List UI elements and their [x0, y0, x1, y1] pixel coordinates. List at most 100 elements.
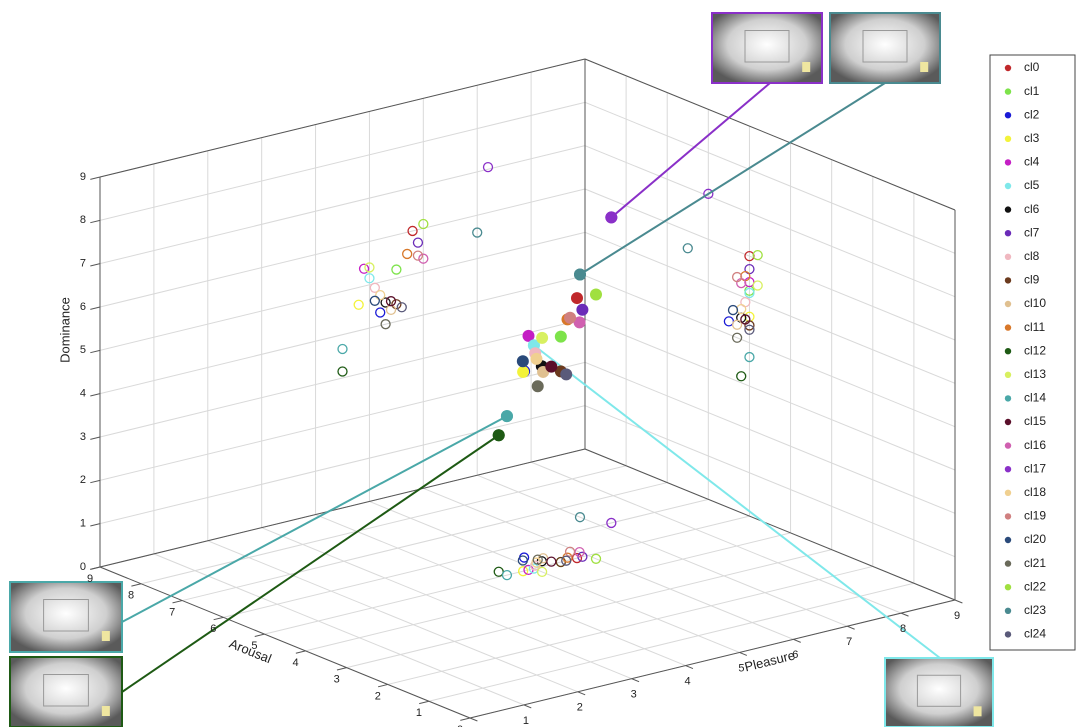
callout-line [122, 416, 507, 622]
legend-label: cl22 [1024, 579, 1046, 593]
legend-marker [1005, 442, 1011, 448]
thumbnail [10, 582, 122, 652]
legend-label: cl3 [1024, 131, 1040, 145]
grid-line [182, 483, 667, 601]
projection-marker [376, 291, 385, 300]
thumbnail [10, 657, 122, 727]
data-point [493, 429, 505, 441]
data-point [574, 269, 586, 281]
data-point [564, 312, 576, 324]
z-tick-label: 7 [80, 258, 86, 270]
callout-line [534, 345, 940, 658]
legend-marker [1005, 466, 1011, 472]
grid-line [264, 516, 749, 634]
tick-mark [90, 177, 100, 179]
legend-marker [1005, 537, 1011, 543]
legend-label: cl24 [1024, 627, 1046, 641]
tick-mark [173, 601, 183, 603]
legend-label: cl17 [1024, 461, 1046, 475]
y-tick-label: 3 [334, 674, 340, 686]
grid-line [585, 146, 955, 297]
legend-marker [1005, 230, 1011, 236]
legend-label: cl13 [1024, 367, 1046, 381]
tick-mark [686, 666, 693, 669]
y-tick-label: 9 [87, 573, 93, 585]
legend-label: cl21 [1024, 556, 1046, 570]
grid-line [100, 146, 585, 264]
data-point [530, 353, 542, 365]
projection-marker [397, 303, 406, 312]
legend-marker [1005, 490, 1011, 496]
projection-marker [737, 372, 746, 381]
projection-marker [403, 249, 412, 258]
legend-label: cl2 [1024, 107, 1040, 121]
tick-mark [901, 613, 908, 616]
legend-label: cl23 [1024, 603, 1046, 617]
legend-marker [1005, 254, 1011, 260]
data-point [590, 288, 602, 300]
axis-edge [100, 449, 585, 567]
grid [90, 59, 962, 721]
data-point [517, 366, 529, 378]
z-tick-label: 9 [80, 171, 86, 183]
y-tick-label: 4 [292, 657, 298, 669]
legend-label: cl15 [1024, 414, 1046, 428]
y-tick-label: 1 [416, 707, 422, 719]
legend-marker [1005, 65, 1011, 71]
x-tick-label: 8 [900, 623, 906, 635]
projection-marker [338, 344, 347, 353]
grid-line [100, 102, 585, 220]
projection-marker [484, 163, 493, 172]
x-tick-label: 7 [846, 636, 852, 648]
legend-label: cl12 [1024, 343, 1046, 357]
grid-line [585, 276, 955, 427]
data-point [517, 355, 529, 367]
grid-line [388, 566, 873, 684]
legend-label: cl7 [1024, 225, 1040, 239]
legend-label: cl19 [1024, 509, 1046, 523]
legend-marker [1005, 88, 1011, 94]
z-tick-label: 5 [80, 344, 86, 356]
tick-mark [90, 567, 100, 569]
projection-marker [733, 320, 742, 329]
y-tick-label: 6 [210, 623, 216, 635]
projection-marker [370, 296, 379, 305]
legend-marker [1005, 608, 1011, 614]
projection-marker [729, 306, 738, 315]
projection-marker [387, 305, 396, 314]
z-tick-label: 3 [80, 431, 86, 443]
data-point [555, 331, 567, 343]
legend-marker [1005, 631, 1011, 637]
grid-line [100, 232, 585, 350]
projection-marker [413, 251, 422, 260]
axis-edge [470, 600, 955, 718]
data-point [560, 368, 572, 380]
tick-mark [255, 634, 265, 636]
grid-line [585, 362, 955, 513]
x-tick-label: 1 [523, 715, 529, 727]
legend-label: cl20 [1024, 532, 1046, 546]
grid-line [347, 550, 832, 668]
legend-marker [1005, 206, 1011, 212]
grid-line [585, 232, 955, 383]
projection-marker [392, 265, 401, 274]
projection-marker [387, 297, 396, 306]
legend-marker [1005, 324, 1011, 330]
projection-marker [354, 300, 363, 309]
z-tick-label: 0 [80, 561, 86, 573]
legend-label: cl14 [1024, 391, 1046, 405]
tick-mark [419, 701, 429, 703]
projection-marker [413, 238, 422, 247]
z-tick-label: 6 [80, 301, 86, 313]
tick-mark [131, 584, 141, 586]
z-tick-label: 1 [80, 518, 86, 530]
legend-label: cl6 [1024, 202, 1040, 216]
thumbnail-lamp [920, 62, 928, 72]
tick-mark [214, 617, 224, 619]
grid-line [100, 406, 585, 524]
legend-label: cl16 [1024, 438, 1046, 452]
y-tick-label: 7 [169, 606, 175, 618]
legend-marker [1005, 301, 1011, 307]
tick-mark [739, 652, 746, 655]
tick-mark [90, 394, 100, 396]
